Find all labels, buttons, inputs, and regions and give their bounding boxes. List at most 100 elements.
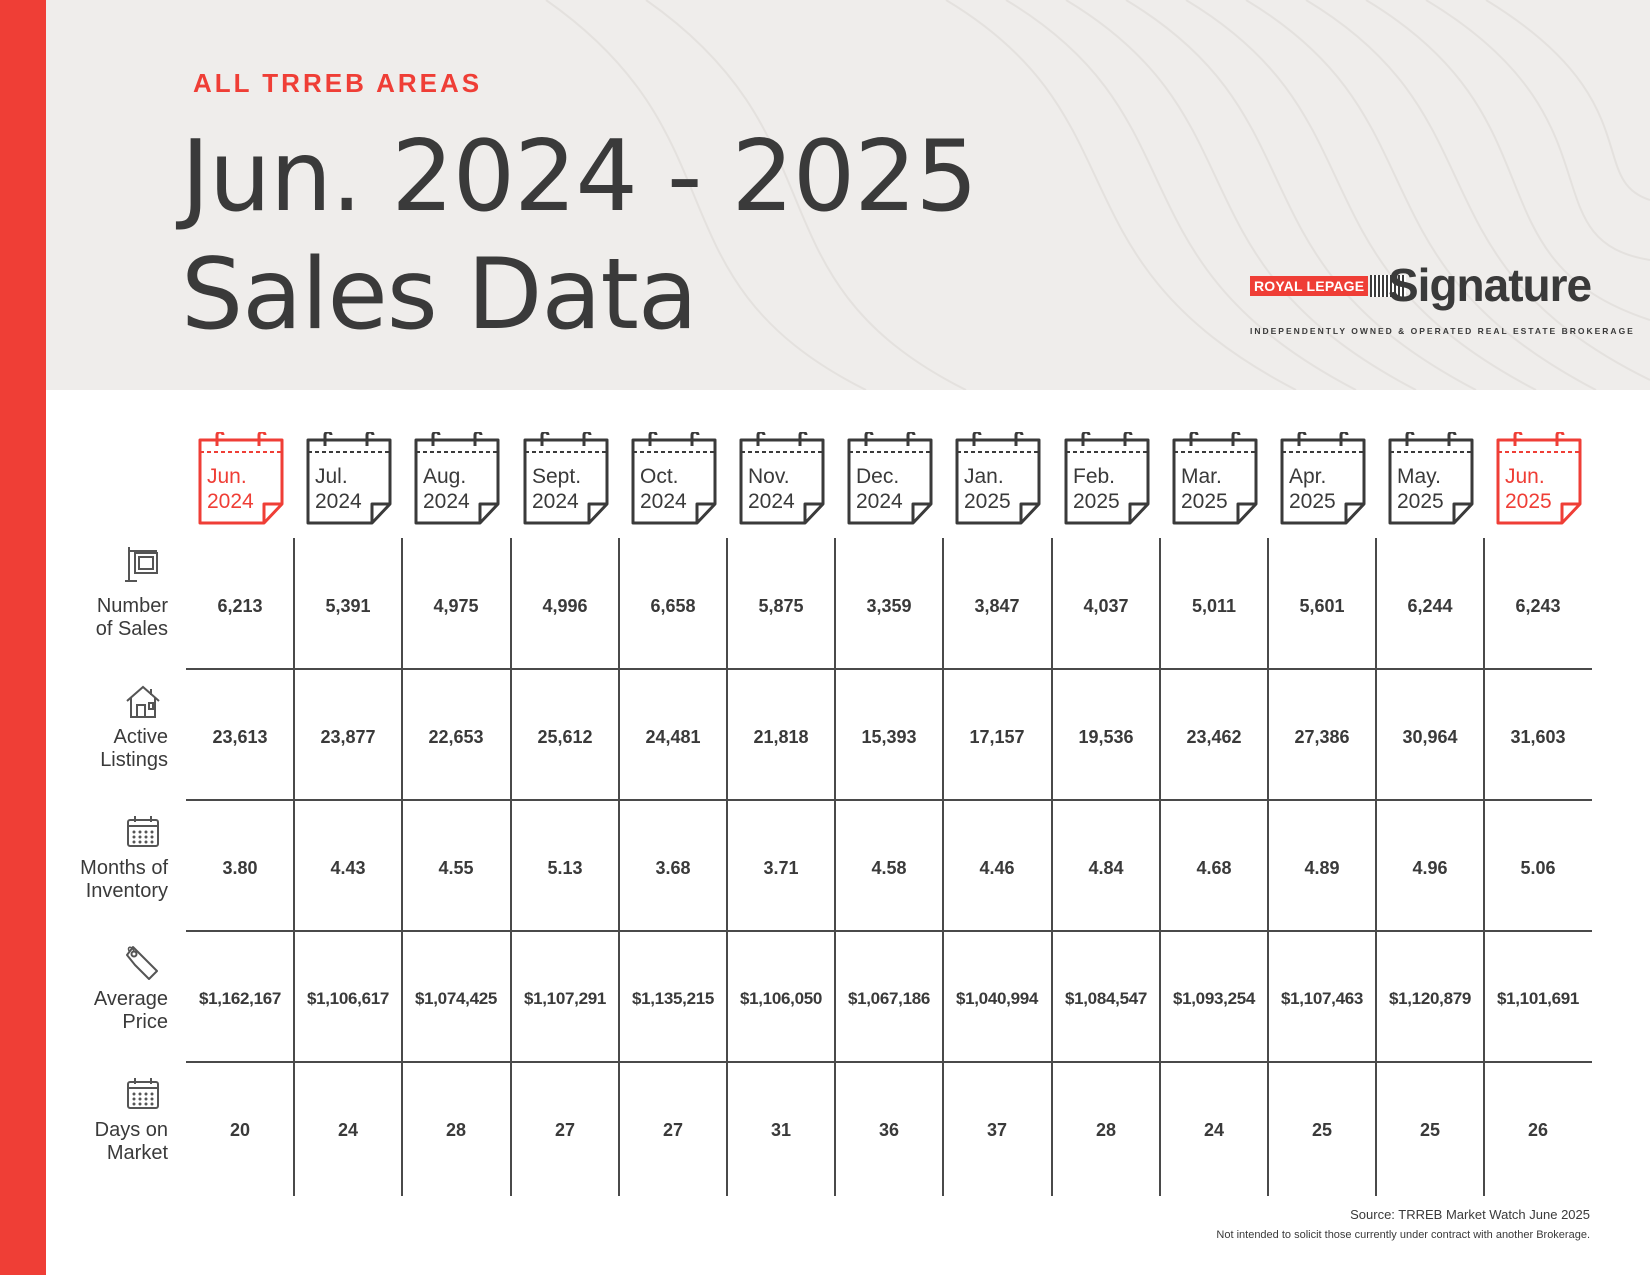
month-label: Jan. 2025 xyxy=(964,464,1011,514)
month-name: Jun. xyxy=(207,465,247,488)
table-cell: 24,481 xyxy=(645,727,701,747)
table-cell: 23,613 xyxy=(212,727,268,747)
month-header: Jul. 2024 xyxy=(305,432,393,528)
logo-stripes xyxy=(1370,275,1407,297)
sign-icon xyxy=(125,547,158,582)
table-cell: 3,847 xyxy=(974,596,1020,616)
calendar-page-icon xyxy=(739,432,825,525)
row-label: Number of Sales xyxy=(96,595,168,641)
table-cell: $1,093,254 xyxy=(1172,989,1256,1008)
table-cell: 28 xyxy=(1095,1120,1117,1140)
month-header: Dec. 2024 xyxy=(846,432,934,528)
column-divider xyxy=(401,538,403,1196)
kicker-text: ALL TRREB AREAS xyxy=(193,68,483,98)
month-year: 2025 xyxy=(1397,490,1444,513)
table-cell: $1,107,463 xyxy=(1280,989,1364,1008)
table-cell: 4,037 xyxy=(1083,596,1129,616)
column-divider xyxy=(1483,538,1485,1196)
column-divider xyxy=(510,538,512,1196)
month-name: Dec. xyxy=(856,465,900,488)
month-year: 2025 xyxy=(964,490,1011,513)
column-divider xyxy=(834,538,836,1196)
table-cell: 17,157 xyxy=(969,727,1025,747)
table-cell: $1,084,547 xyxy=(1064,989,1148,1008)
month-label: May. 2025 xyxy=(1397,464,1444,514)
month-header: Feb. 2025 xyxy=(1063,432,1151,528)
title-line-1: Jun. 2024 - 2025 xyxy=(181,120,978,234)
month-year: 2024 xyxy=(423,490,470,513)
row-label-line: Days on xyxy=(94,1119,168,1141)
table-cell: 27,386 xyxy=(1294,727,1350,747)
table-cell: $1,162,167 xyxy=(198,989,282,1008)
month-year: 2025 xyxy=(1073,490,1120,513)
table-cell: 4.55 xyxy=(438,858,474,878)
table-cell: 5,601 xyxy=(1299,596,1345,616)
table-cell: 27 xyxy=(554,1120,576,1140)
month-year: 2025 xyxy=(1289,490,1336,513)
month-year: 2024 xyxy=(532,490,579,513)
row-divider xyxy=(186,1061,1592,1063)
table-cell: 26 xyxy=(1527,1120,1549,1140)
month-name: Oct. xyxy=(640,465,679,488)
table-cell: 4.58 xyxy=(871,858,907,878)
table-cell: 4.68 xyxy=(1196,858,1232,878)
column-divider xyxy=(293,538,295,1196)
title-line-2: Sales Data xyxy=(181,238,698,352)
table-cell: 5,391 xyxy=(325,596,371,616)
table-cell: 6,243 xyxy=(1515,596,1561,616)
month-header: Oct. 2024 xyxy=(630,432,718,528)
table-cell: $1,106,617 xyxy=(306,989,390,1008)
month-year: 2024 xyxy=(207,490,254,513)
month-year: 2024 xyxy=(856,490,903,513)
row-divider xyxy=(186,930,1592,932)
month-label: Sept. 2024 xyxy=(532,464,581,514)
month-name: Aug. xyxy=(423,465,467,488)
row-divider xyxy=(186,668,1592,670)
column-divider xyxy=(726,538,728,1196)
column-divider xyxy=(1267,538,1269,1196)
logo-brand: ROYAL LEPAGE xyxy=(1250,276,1369,296)
table-cell: $1,120,879 xyxy=(1388,989,1472,1008)
column-divider xyxy=(1051,538,1053,1196)
logo-tagline: INDEPENDENTLY OWNED & OPERATED REAL ESTA… xyxy=(1250,326,1635,336)
table-cell: 25 xyxy=(1311,1120,1333,1140)
month-header: May. 2025 xyxy=(1387,432,1475,528)
table-cell: 5.06 xyxy=(1520,858,1556,878)
row-label: Months of Inventory xyxy=(80,857,168,903)
row-label: Active Listings xyxy=(100,726,168,772)
logo-badge: ROYAL LEPAGE xyxy=(1250,275,1407,297)
table-cell: 4,996 xyxy=(542,596,588,616)
calendar-page-icon xyxy=(1064,432,1150,525)
month-year: 2024 xyxy=(640,490,687,513)
calendar-page-icon xyxy=(631,432,717,525)
month-label: Aug. 2024 xyxy=(423,464,470,514)
page-title: Jun. 2024 - 2025 Sales Data xyxy=(181,118,978,354)
month-label: Jul. 2024 xyxy=(315,464,362,514)
table-cell: 21,818 xyxy=(753,727,809,747)
price-tag-icon xyxy=(126,946,158,980)
month-name: Sept. xyxy=(532,465,582,488)
table-cell: $1,135,215 xyxy=(631,989,715,1008)
month-year: 2024 xyxy=(748,490,795,513)
house-icon xyxy=(126,685,160,718)
month-name: Jun. xyxy=(1505,465,1545,488)
month-header: Mar. 2025 xyxy=(1171,432,1259,528)
table-cell: 23,462 xyxy=(1186,727,1242,747)
row-label-line: Price xyxy=(122,1011,168,1033)
calendar-page-icon xyxy=(1280,432,1366,525)
row-label-line: Listings xyxy=(100,749,168,771)
table-cell: 22,653 xyxy=(428,727,484,747)
row-divider xyxy=(186,799,1592,801)
month-header: Jan. 2025 xyxy=(954,432,1042,528)
wave-pattern xyxy=(545,0,1650,390)
table-cell: 36 xyxy=(878,1120,900,1140)
table-cell: 4.96 xyxy=(1412,858,1448,878)
row-label-line: Inventory xyxy=(85,880,168,902)
table-cell: $1,101,691 xyxy=(1496,989,1580,1008)
table-cell: 30,964 xyxy=(1402,727,1458,747)
table-cell: 20 xyxy=(229,1120,251,1140)
month-label: Dec. 2024 xyxy=(856,464,903,514)
row-label: Days on Market xyxy=(95,1119,168,1165)
calendar-icon xyxy=(127,1078,159,1109)
table-cell: 5.13 xyxy=(547,858,583,878)
